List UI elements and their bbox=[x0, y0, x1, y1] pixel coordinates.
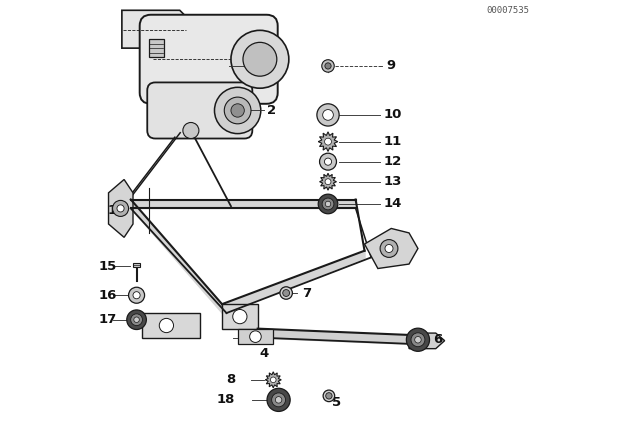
Bar bbox=[142, 313, 200, 337]
Text: 10: 10 bbox=[383, 108, 402, 121]
Circle shape bbox=[324, 158, 332, 165]
Bar bbox=[148, 39, 164, 57]
Text: 8: 8 bbox=[226, 373, 236, 386]
Circle shape bbox=[318, 194, 338, 214]
Circle shape bbox=[233, 310, 247, 324]
Circle shape bbox=[250, 331, 261, 342]
Circle shape bbox=[275, 396, 282, 403]
Circle shape bbox=[231, 104, 244, 117]
Circle shape bbox=[113, 200, 129, 216]
Circle shape bbox=[131, 314, 143, 326]
Circle shape bbox=[283, 289, 289, 297]
FancyBboxPatch shape bbox=[140, 15, 278, 104]
Circle shape bbox=[319, 153, 337, 170]
Text: 9: 9 bbox=[386, 60, 395, 73]
Circle shape bbox=[243, 43, 277, 76]
Circle shape bbox=[385, 245, 393, 253]
Polygon shape bbox=[109, 180, 133, 237]
Text: 18: 18 bbox=[217, 393, 236, 406]
Polygon shape bbox=[365, 228, 418, 268]
Circle shape bbox=[415, 336, 421, 343]
Circle shape bbox=[267, 388, 290, 411]
Circle shape bbox=[129, 287, 145, 303]
Circle shape bbox=[322, 198, 334, 210]
Circle shape bbox=[159, 319, 173, 332]
Circle shape bbox=[183, 122, 199, 138]
Polygon shape bbox=[318, 132, 338, 151]
Text: 4: 4 bbox=[260, 347, 269, 360]
Text: 2: 2 bbox=[268, 104, 276, 117]
Text: 12: 12 bbox=[383, 155, 402, 168]
Circle shape bbox=[271, 377, 276, 383]
Text: 1: 1 bbox=[107, 204, 116, 217]
Circle shape bbox=[406, 328, 429, 351]
Text: 6: 6 bbox=[433, 333, 443, 346]
Text: 5: 5 bbox=[332, 396, 342, 409]
Circle shape bbox=[117, 205, 124, 212]
Circle shape bbox=[231, 30, 289, 88]
Circle shape bbox=[280, 287, 292, 299]
Bar bbox=[237, 329, 273, 344]
Bar bbox=[133, 263, 140, 267]
Text: 15: 15 bbox=[99, 260, 116, 273]
Text: 13: 13 bbox=[383, 175, 402, 188]
Text: 3: 3 bbox=[264, 60, 273, 73]
Text: 17: 17 bbox=[99, 313, 116, 326]
Circle shape bbox=[214, 87, 260, 134]
Circle shape bbox=[325, 201, 331, 207]
Text: 16: 16 bbox=[99, 289, 116, 302]
Bar bbox=[222, 304, 258, 329]
Circle shape bbox=[323, 390, 335, 402]
Text: 7: 7 bbox=[301, 287, 311, 300]
Circle shape bbox=[322, 60, 334, 72]
Circle shape bbox=[326, 393, 332, 399]
Circle shape bbox=[325, 63, 331, 69]
Polygon shape bbox=[409, 333, 445, 349]
Circle shape bbox=[323, 110, 333, 120]
Circle shape bbox=[134, 317, 140, 323]
Polygon shape bbox=[265, 372, 281, 388]
Circle shape bbox=[325, 179, 331, 185]
Text: 14: 14 bbox=[383, 198, 402, 211]
Circle shape bbox=[133, 292, 140, 299]
Circle shape bbox=[317, 104, 339, 126]
Circle shape bbox=[411, 333, 425, 347]
Circle shape bbox=[324, 138, 332, 145]
Circle shape bbox=[380, 240, 398, 258]
Circle shape bbox=[224, 97, 251, 124]
Text: 00007535: 00007535 bbox=[486, 6, 529, 15]
Polygon shape bbox=[319, 173, 337, 190]
Polygon shape bbox=[122, 10, 186, 48]
Circle shape bbox=[127, 310, 147, 330]
Text: 11: 11 bbox=[383, 135, 402, 148]
FancyBboxPatch shape bbox=[147, 82, 252, 138]
Circle shape bbox=[271, 393, 285, 407]
